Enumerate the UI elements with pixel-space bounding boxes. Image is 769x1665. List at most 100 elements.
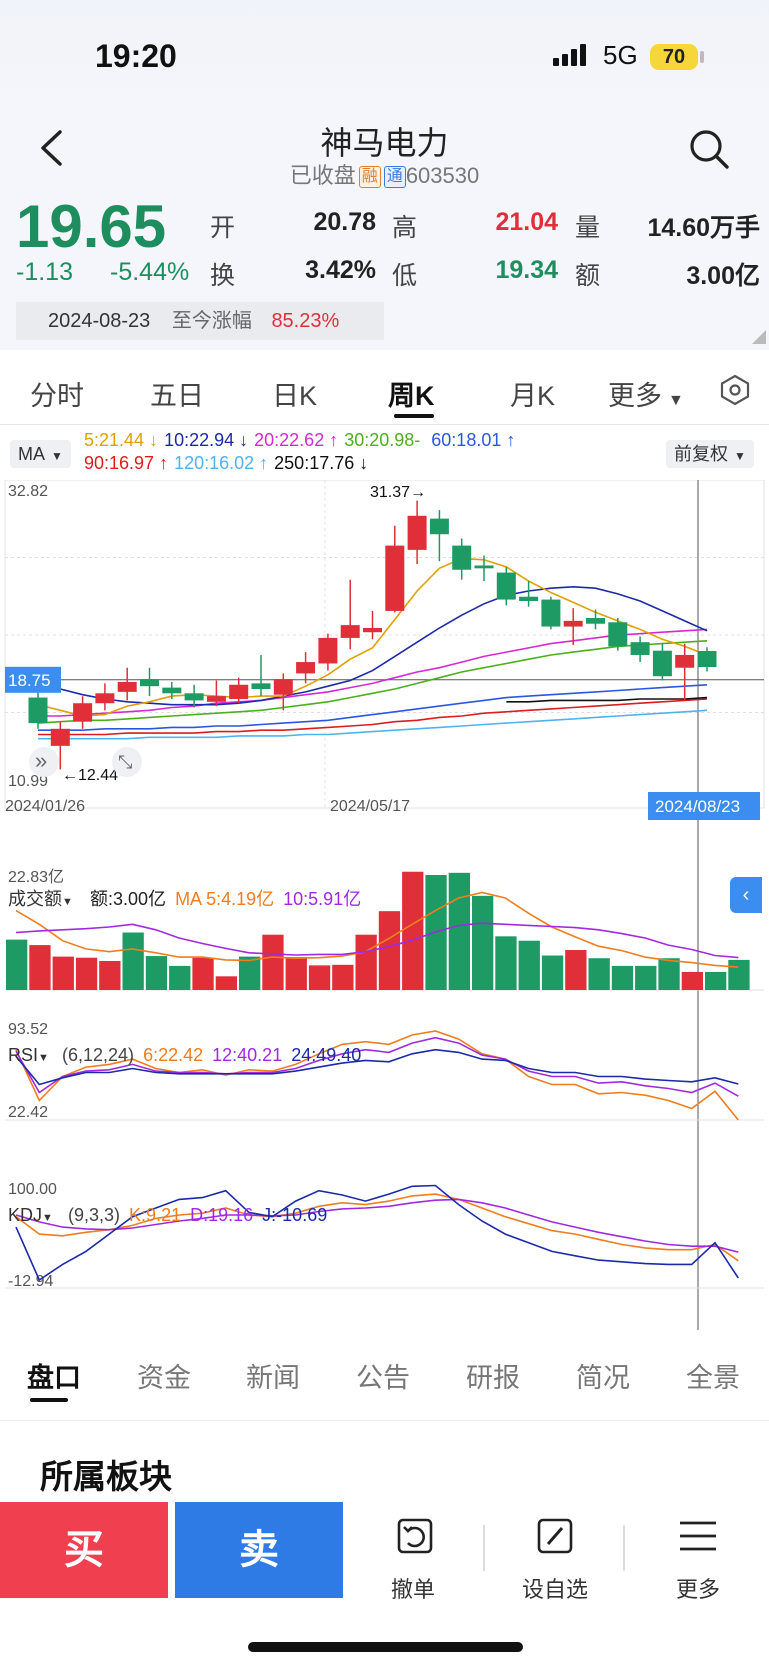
candle-body <box>318 637 338 664</box>
settings-hexagon-icon[interactable] <box>719 374 751 406</box>
open-label: 开 <box>210 214 236 242</box>
candle-body <box>206 696 226 702</box>
rsi-y-min: 22.42 <box>8 1104 48 1121</box>
tab-monthly-k[interactable]: 月K <box>510 381 556 411</box>
tab-weekly-k[interactable]: 周K <box>388 381 435 411</box>
corner-fold-icon <box>752 330 766 344</box>
candle-body <box>407 515 427 550</box>
collapse-panel-button[interactable]: ‹ <box>730 877 762 913</box>
candle-body <box>586 618 605 624</box>
tab-five-day[interactable]: 五日 <box>150 381 204 411</box>
volume-bar <box>495 936 517 990</box>
chevron-down-icon: ▼ <box>51 449 63 463</box>
volume-bar <box>378 911 401 990</box>
tab-announcements[interactable]: 公告 <box>356 1363 410 1393</box>
tab-more[interactable]: 更多 ▼ <box>608 374 684 413</box>
volume-selector-label: 成交额 <box>8 889 62 909</box>
chevron-down-icon: ▼ <box>38 1052 49 1064</box>
stock-name: 神马电力 <box>320 125 449 161</box>
volume-bar <box>448 872 470 990</box>
cancel-order-button[interactable]: 撤单 <box>390 1577 435 1602</box>
volume-bar <box>728 959 750 990</box>
candle-body <box>296 662 316 674</box>
volume-selector[interactable]: 成交额▼ <box>8 885 73 911</box>
kdj-j-line <box>15 1184 739 1282</box>
volume-legend: 额:3.00亿 MA 5:4.19亿 10:5.91亿 <box>90 885 361 911</box>
kdj-y-max: 100.00 <box>8 1181 57 1198</box>
tab-capital[interactable]: 资金 <box>137 1363 191 1393</box>
ma-selector[interactable]: MA ▼ <box>10 440 71 468</box>
volume-bar <box>402 871 424 990</box>
moving-average-lines <box>37 557 708 740</box>
kdj-j: J:-10.69 <box>262 1205 328 1225</box>
rsi-params: (6,12,24) <box>62 1045 135 1065</box>
ma20-line <box>38 628 708 717</box>
volume-bar <box>658 958 680 990</box>
candle-body <box>452 545 472 570</box>
volume-bar <box>355 934 377 990</box>
tab-overview[interactable]: 全景 <box>686 1363 740 1393</box>
tab-research[interactable]: 研报 <box>466 1363 520 1393</box>
ma-values-row-2: 90:16.97 ↑ 120:16.02 ↑ 250:17.76 ↓ <box>84 453 374 474</box>
chevron-left-icon: ‹ <box>742 884 750 906</box>
tab-order-book[interactable]: 盘口 <box>27 1363 81 1393</box>
divider <box>623 1525 625 1571</box>
divider <box>0 1420 769 1421</box>
kdj-selector[interactable]: KDJ▼ <box>8 1205 53 1226</box>
candle-body <box>162 687 182 694</box>
volume-bar <box>6 939 28 990</box>
candle-body <box>429 518 449 535</box>
undo-order-icon <box>397 1518 433 1554</box>
ma-value: 250:17.76 ↓ <box>274 453 369 473</box>
buy-button[interactable]: 买 <box>0 1502 168 1598</box>
rsi-selector[interactable]: RSI▼ <box>8 1045 49 1066</box>
last-price: 19.65 <box>16 193 167 260</box>
tab-intraday[interactable]: 分时 <box>30 381 84 411</box>
rsi24-line <box>15 1048 739 1086</box>
candle-body <box>184 693 204 701</box>
candle-body <box>496 572 516 600</box>
network-type: 5G <box>603 40 638 70</box>
x-axis-label: 2024/05/17 <box>330 798 410 815</box>
ma-value: 20:22.62 ↑ <box>254 430 339 450</box>
tab-profile[interactable]: 简况 <box>576 1363 630 1393</box>
high-value: 21.04 <box>495 208 558 236</box>
status-bar <box>0 0 769 115</box>
kdj-selector-label: KDJ <box>8 1205 43 1225</box>
chart-area[interactable]: 32.82 10.99 31.37→ ←12.44 18.75 2024/01/26 202… <box>0 480 769 1350</box>
cursor-date-badge <box>648 792 760 820</box>
volume-panel: 22.83亿 <box>5 868 764 991</box>
ma60-line <box>38 684 708 731</box>
add-watchlist-button[interactable]: 设自选 <box>521 1577 588 1602</box>
section-title: 所属板块 <box>40 1458 172 1495</box>
volume-y-max: 22.83亿 <box>8 868 64 886</box>
rsi-12: 12:40.21 <box>212 1045 283 1065</box>
back-icon[interactable] <box>38 128 64 168</box>
tab-daily-k[interactable]: 日K <box>272 381 318 411</box>
candle-body <box>697 650 717 668</box>
volume-bar <box>52 956 74 990</box>
candle-body <box>385 545 405 611</box>
more-button[interactable]: 更多 <box>675 1577 720 1602</box>
y-axis-min: 10.99 <box>8 773 48 790</box>
cursor-price-badge <box>5 666 61 693</box>
ma10-line <box>37 585 708 706</box>
ma-value: 30:20.98- <box>344 430 426 450</box>
volume-bar <box>169 965 191 990</box>
sell-button[interactable]: 卖 <box>175 1502 343 1598</box>
amount-value: 3.00亿 <box>686 262 760 290</box>
chevron-down-icon: ▼ <box>62 896 73 908</box>
adjust-selector[interactable]: 前复权 ▼ <box>666 440 754 468</box>
candle-body <box>28 697 48 724</box>
rsi-selector-label: RSI <box>8 1045 39 1065</box>
volume-bar <box>215 976 237 990</box>
volume-ma10: 10:5.91亿 <box>283 889 362 909</box>
volume-bar <box>518 940 540 990</box>
active-tab-indicator <box>394 414 434 418</box>
ma250-line <box>506 696 708 703</box>
adjust-label: 前复权 <box>674 444 728 464</box>
tab-news[interactable]: 新闻 <box>246 1363 300 1393</box>
volume-bar <box>29 945 51 990</box>
search-icon[interactable] <box>688 128 730 170</box>
volume-bar <box>541 955 564 990</box>
